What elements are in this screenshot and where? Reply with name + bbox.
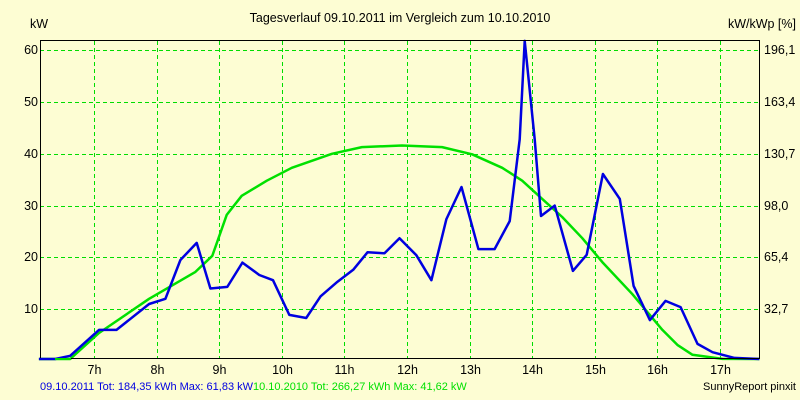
- y-tick-left: 50: [24, 94, 38, 109]
- series-2011-line: [38, 39, 760, 361]
- x-tick: 12h: [397, 363, 418, 377]
- grid-lines: [40, 41, 760, 359]
- legend-series-2010: 10.10.2010 Tot: 266,27 kWh Max: 41,62 kW: [253, 381, 467, 393]
- y-tick-left: 40: [24, 146, 38, 161]
- x-tick: 16h: [647, 363, 668, 377]
- legend: 09.10.2011 Tot: 184,35 kWh Max: 61,83 kW…: [40, 381, 467, 393]
- x-tick: 14h: [522, 363, 543, 377]
- y-tick-right: 196,1: [764, 42, 796, 57]
- y-tick-right: 98,0: [764, 198, 789, 213]
- legend-series-2011: 09.10.2011 Tot: 184,35 kWh Max: 61,83 kW: [40, 381, 253, 393]
- x-tick: 13h: [460, 363, 481, 377]
- chart-title: Tagesverlauf 09.10.2011 im Vergleich zum…: [249, 11, 551, 25]
- x-tick: 9h: [212, 363, 227, 377]
- x-tick: 11h: [334, 363, 355, 377]
- y-tick-right: 163,4: [764, 94, 796, 109]
- y-tick-right: 32,7: [764, 301, 789, 316]
- y-tick-left: 60: [24, 42, 38, 57]
- x-tick: 15h: [585, 363, 606, 377]
- x-tick: 7h: [87, 363, 102, 377]
- y-tick-right: 65,4: [764, 249, 789, 264]
- credit-text: SunnyReport pinxit: [703, 381, 796, 393]
- y-tick-left: 30: [24, 198, 38, 213]
- y-tick-left: 20: [24, 249, 38, 264]
- left-axis-unit: kW: [30, 17, 49, 31]
- plot-frame: [40, 40, 760, 359]
- y-tick-right: 130,7: [764, 146, 796, 161]
- right-axis-unit: kW/kWp [%]: [727, 17, 796, 31]
- x-tick: 17h: [710, 363, 731, 377]
- series-2010-line: [38, 144, 760, 361]
- x-tick: 10h: [272, 363, 293, 377]
- y-tick-left: 10: [24, 301, 38, 316]
- x-tick: 8h: [150, 363, 165, 377]
